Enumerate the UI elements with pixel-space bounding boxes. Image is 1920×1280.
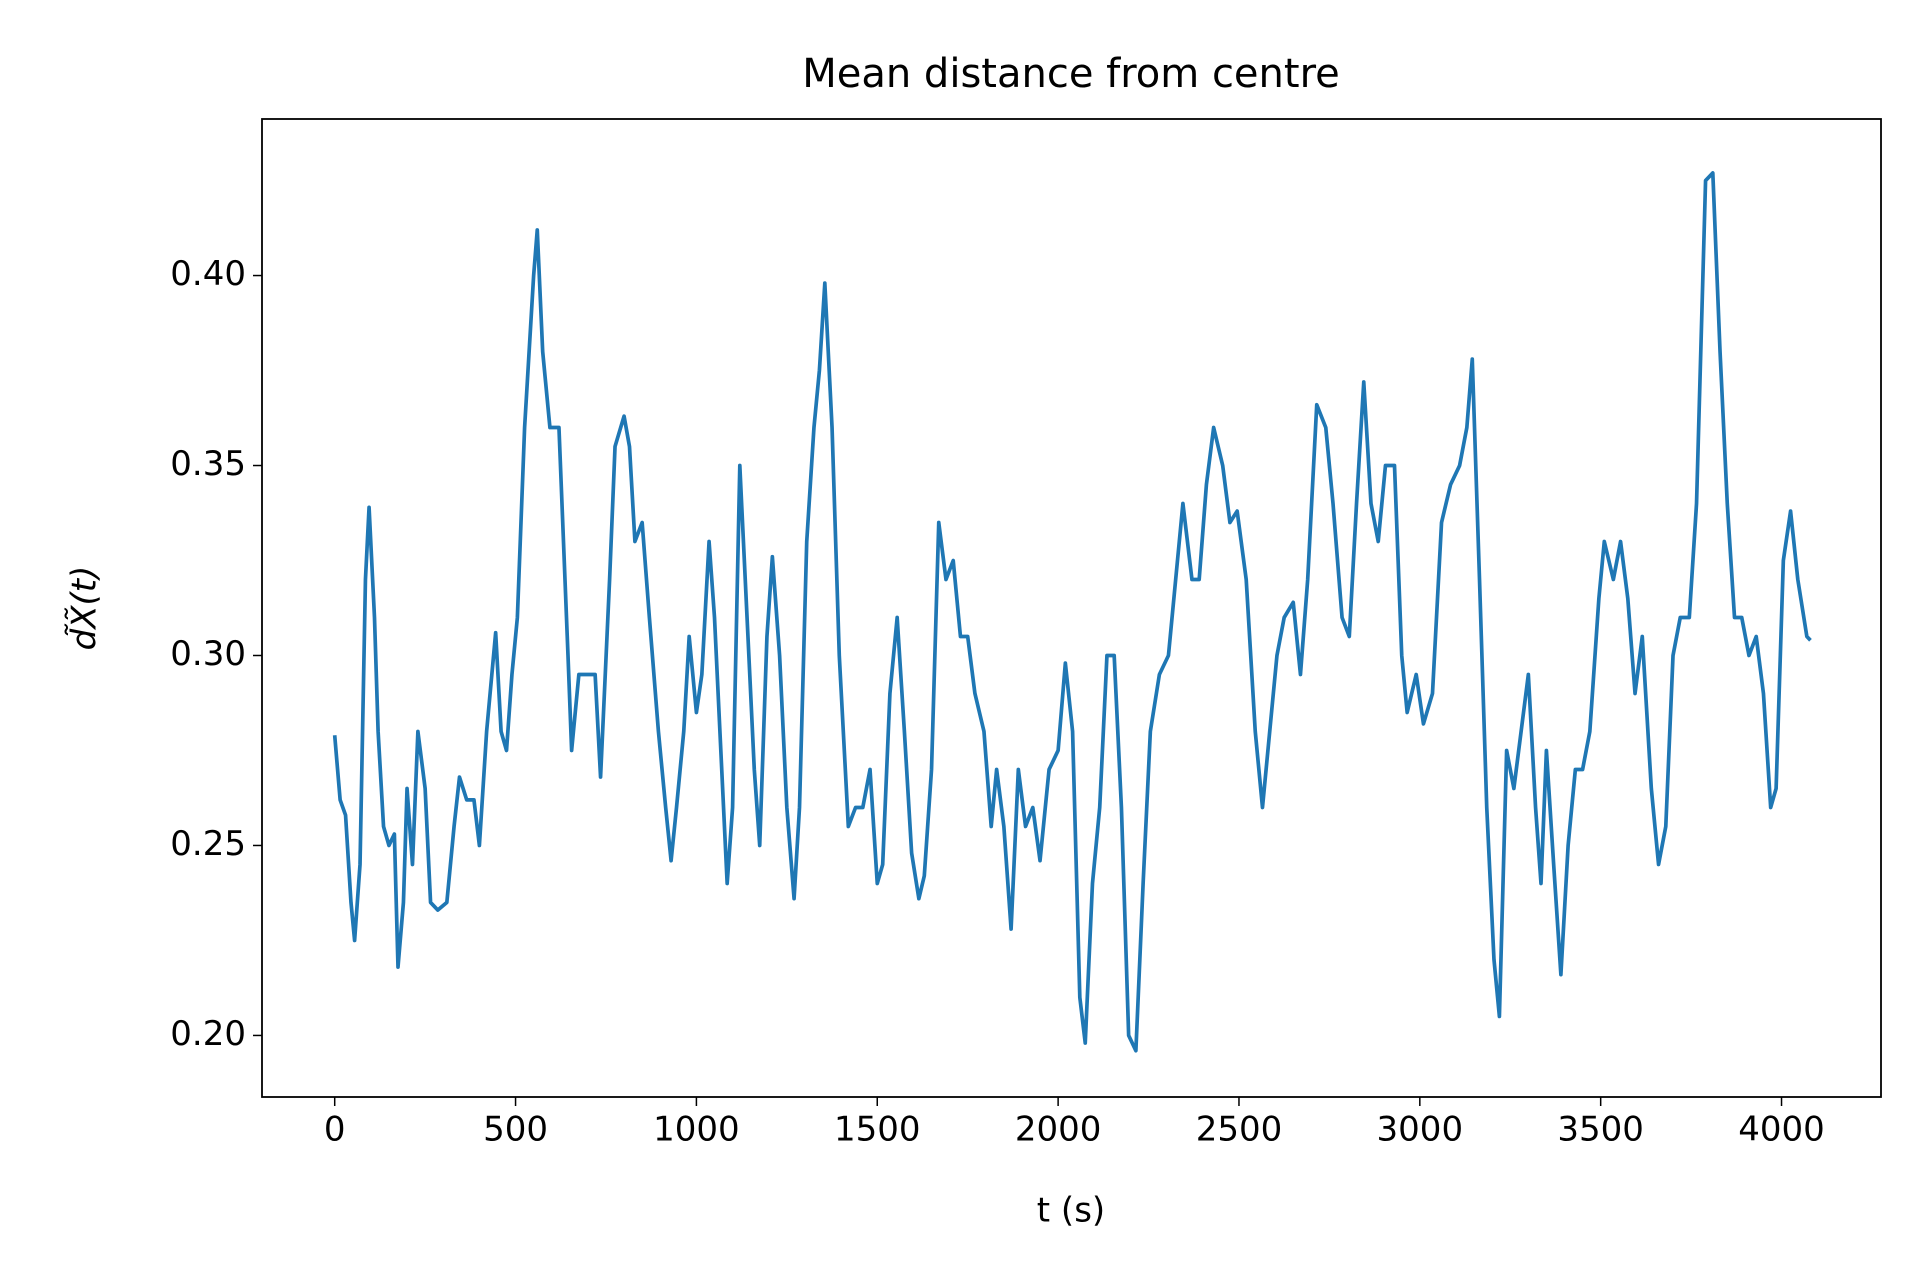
y-tick-label: 0.35 — [170, 444, 246, 484]
y-axis-label: d̃X̃(t) — [64, 566, 104, 651]
x-tick-label: 4000 — [1738, 1110, 1825, 1150]
x-tick-label: 0 — [324, 1110, 346, 1150]
x-tick-label: 1500 — [834, 1110, 921, 1150]
x-tick-label: 2500 — [1196, 1110, 1283, 1150]
data-line — [332, 171, 1812, 1053]
chart-title: Mean distance from centre — [802, 51, 1340, 97]
x-tick-label: 3000 — [1377, 1110, 1464, 1150]
x-tick-label: 2000 — [1015, 1110, 1102, 1150]
y-tick-label: 0.40 — [170, 254, 246, 294]
y-tick-label: 0.25 — [170, 824, 246, 864]
x-axis-label: t (s) — [1037, 1191, 1105, 1231]
plot-frame — [261, 118, 1882, 1098]
x-tick-label: 1000 — [653, 1110, 740, 1150]
y-tick-label: 0.20 — [170, 1014, 246, 1054]
x-tick-label: 500 — [483, 1110, 548, 1150]
x-tick-label: 3500 — [1557, 1110, 1644, 1150]
y-tick-label: 0.30 — [170, 634, 246, 674]
